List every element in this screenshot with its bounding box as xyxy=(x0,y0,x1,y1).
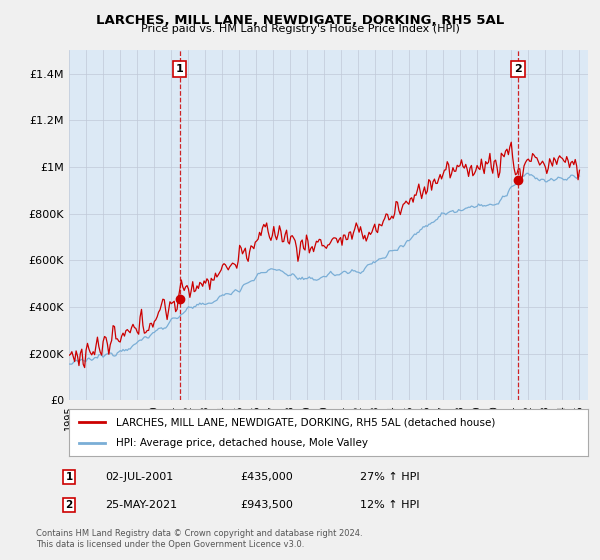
Text: 12% ↑ HPI: 12% ↑ HPI xyxy=(360,500,419,510)
Text: 1: 1 xyxy=(65,472,73,482)
Text: HPI: Average price, detached house, Mole Valley: HPI: Average price, detached house, Mole… xyxy=(116,438,368,448)
Text: £435,000: £435,000 xyxy=(240,472,293,482)
Text: Contains HM Land Registry data © Crown copyright and database right 2024.: Contains HM Land Registry data © Crown c… xyxy=(36,529,362,538)
Text: This data is licensed under the Open Government Licence v3.0.: This data is licensed under the Open Gov… xyxy=(36,540,304,549)
Text: LARCHES, MILL LANE, NEWDIGATE, DORKING, RH5 5AL (detached house): LARCHES, MILL LANE, NEWDIGATE, DORKING, … xyxy=(116,417,495,427)
Text: £943,500: £943,500 xyxy=(240,500,293,510)
Text: 1: 1 xyxy=(176,64,184,74)
Text: 2: 2 xyxy=(65,500,73,510)
Text: 02-JUL-2001: 02-JUL-2001 xyxy=(105,472,173,482)
Text: 2: 2 xyxy=(514,64,522,74)
Text: 25-MAY-2021: 25-MAY-2021 xyxy=(105,500,177,510)
Text: LARCHES, MILL LANE, NEWDIGATE, DORKING, RH5 5AL: LARCHES, MILL LANE, NEWDIGATE, DORKING, … xyxy=(96,14,504,27)
Text: Price paid vs. HM Land Registry's House Price Index (HPI): Price paid vs. HM Land Registry's House … xyxy=(140,24,460,34)
Text: 27% ↑ HPI: 27% ↑ HPI xyxy=(360,472,419,482)
